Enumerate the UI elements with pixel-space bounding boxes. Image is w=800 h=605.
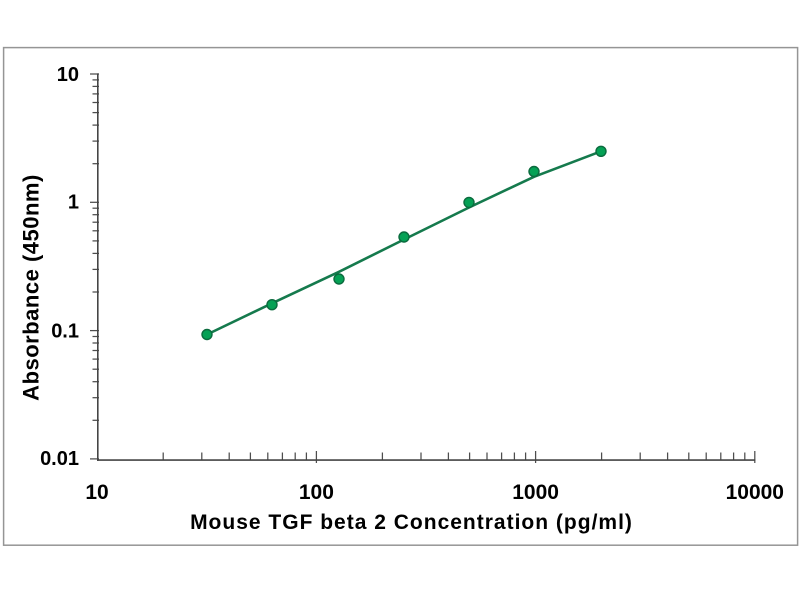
svg-text:10: 10	[57, 64, 79, 86]
svg-text:0.1: 0.1	[51, 320, 79, 342]
svg-text:10: 10	[85, 481, 108, 504]
svg-text:100: 100	[299, 481, 334, 504]
svg-text:Absorbance (450nm): Absorbance (450nm)	[19, 174, 44, 401]
svg-text:10000: 10000	[726, 481, 784, 504]
svg-text:0.01: 0.01	[40, 448, 79, 470]
svg-text:1: 1	[68, 192, 79, 214]
svg-text:Mouse TGF beta 2 Concentration: Mouse TGF beta 2 Concentration (pg/ml)	[190, 511, 633, 534]
svg-text:1000: 1000	[512, 481, 559, 504]
